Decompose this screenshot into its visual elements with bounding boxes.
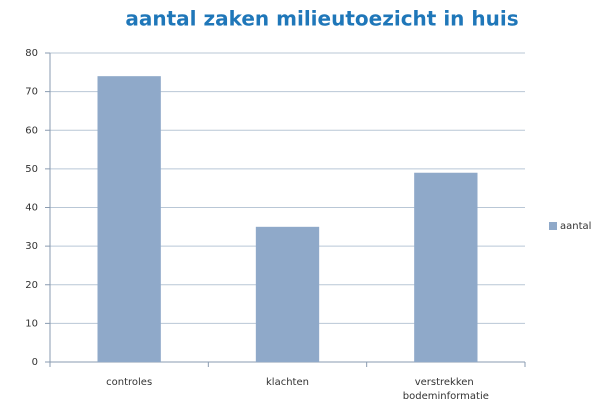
legend-swatch	[549, 222, 557, 230]
chart-title: aantal zaken milieutoezicht in huis	[125, 7, 518, 31]
y-tick-label: 0	[32, 357, 38, 368]
y-tick-label: 30	[25, 241, 38, 252]
x-tick-label: klachten	[266, 377, 309, 388]
y-tick-label: 50	[25, 164, 38, 175]
y-tick-label: 20	[25, 280, 38, 291]
y-tick-label: 80	[25, 48, 38, 59]
legend-label: aantal	[560, 221, 591, 232]
x-tick-label: controles	[106, 377, 152, 388]
y-tick-label: 70	[25, 87, 38, 98]
y-tick-label: 60	[25, 125, 38, 136]
y-tick-label: 40	[25, 203, 38, 214]
bar	[414, 172, 478, 362]
y-tick-label: 10	[25, 318, 38, 329]
x-tick-label: verstrekken bodeminformatie	[403, 377, 489, 402]
bar	[255, 226, 320, 362]
bar	[97, 76, 161, 363]
